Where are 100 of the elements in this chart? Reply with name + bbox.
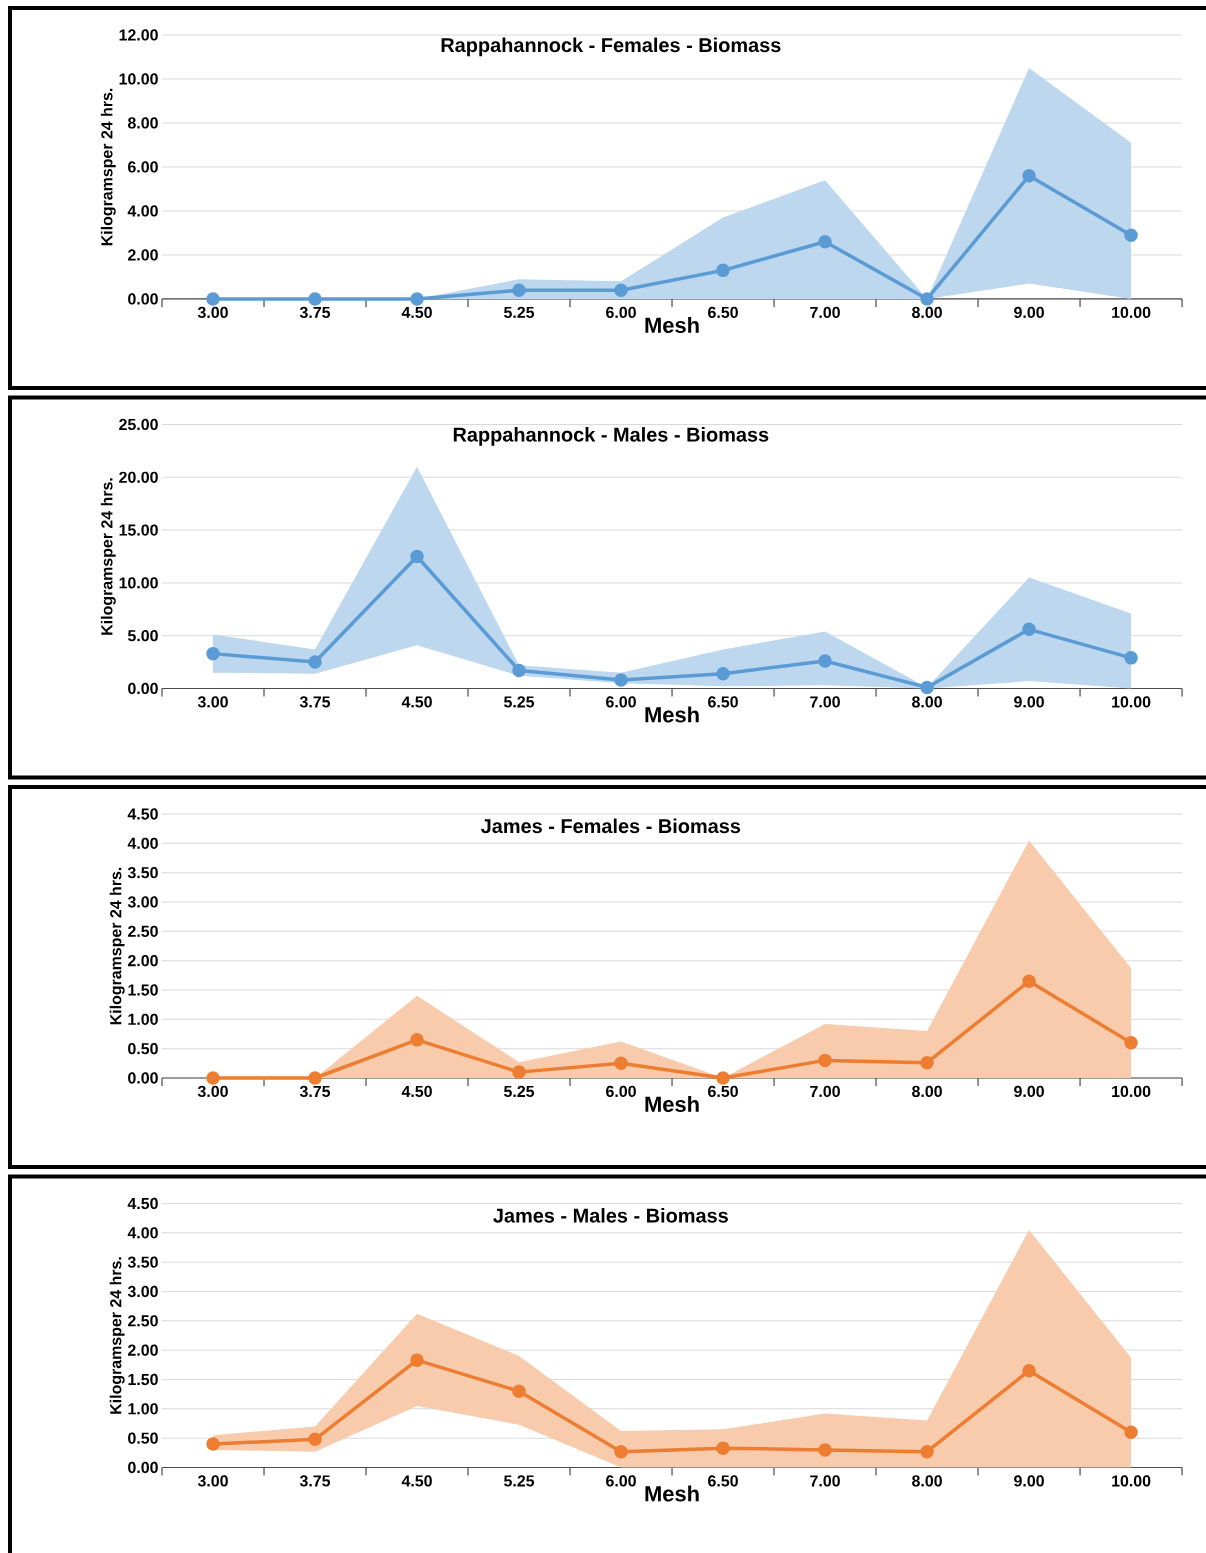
- point: [206, 1437, 220, 1451]
- x-axis-title: Mesh: [645, 1485, 699, 1502]
- point: [818, 1053, 832, 1068]
- y-tick-label: 8.00: [127, 117, 158, 129]
- y-tick-label: 2.00: [128, 1344, 158, 1356]
- y-tick-label: 0.00: [128, 1461, 158, 1474]
- x-tick-label: 5.25: [504, 306, 535, 319]
- x-tick-label: 7.00: [810, 696, 840, 708]
- y-tick-label: 4.00: [127, 205, 158, 217]
- x-tick-label: 4.50: [401, 306, 432, 319]
- y-tick-label: 10.00: [119, 73, 158, 85]
- x-tick-label: 6.00: [606, 696, 636, 708]
- y-axis-title: Kilogramsper 24 hrs.: [100, 478, 116, 635]
- point: [206, 292, 220, 306]
- x-tick-label: 3.00: [197, 306, 228, 319]
- y-axis-title: Kilogramsper 24 hrs.: [109, 1257, 125, 1414]
- y-tick-label: 3.50: [127, 1256, 158, 1268]
- y-tick-label: 1.00: [128, 1403, 158, 1415]
- point: [410, 292, 424, 306]
- x-tick-label: 3.00: [197, 696, 228, 708]
- point: [308, 1432, 322, 1447]
- x-tick-label: 9.00: [1014, 1475, 1044, 1487]
- point: [818, 1443, 832, 1457]
- y-tick-label: 4.50: [127, 808, 158, 820]
- point: [614, 673, 628, 687]
- point: [512, 1065, 526, 1079]
- y-axis-title: Kilogramsper 24 hrs.: [100, 88, 116, 246]
- point: [512, 663, 526, 678]
- point: [410, 549, 424, 564]
- y-tick-label: 3.00: [127, 896, 158, 908]
- point: [920, 1444, 934, 1459]
- y-tick-label: 5.00: [127, 630, 158, 642]
- point: [1022, 974, 1036, 988]
- point: [818, 654, 832, 668]
- y-tick-label: 2.50: [128, 1315, 158, 1327]
- x-tick-label: 7.00: [810, 306, 840, 319]
- x-tick-label: 10.00: [1112, 1475, 1151, 1487]
- y-tick-label: 4.00: [127, 1227, 158, 1239]
- x-tick-label: 4.50: [401, 1475, 432, 1487]
- y-tick-label: 2.00: [128, 249, 158, 261]
- point: [920, 292, 934, 306]
- y-tick-label: 1.50: [128, 1373, 158, 1386]
- point: [1124, 1036, 1138, 1050]
- point: [614, 1056, 628, 1071]
- point: [818, 235, 832, 249]
- y-tick-label: 20.00: [119, 471, 158, 483]
- point: [410, 1353, 424, 1367]
- y-tick-label: 4.00: [127, 837, 158, 849]
- x-tick-label: 6.50: [708, 696, 738, 708]
- x-tick-label: 5.25: [504, 696, 535, 708]
- x-tick-label: 7.00: [810, 1475, 840, 1487]
- y-tick-label: 0.00: [128, 1072, 158, 1084]
- x-tick-label: 9.00: [1014, 1085, 1044, 1098]
- x-tick-label: 3.00: [197, 1085, 228, 1098]
- x-tick-label: 8.00: [912, 1475, 942, 1487]
- x-tick-label: 10.00: [1112, 306, 1151, 319]
- x-tick-label: 7.00: [810, 1085, 840, 1098]
- x-tick-label: 5.25: [504, 1085, 535, 1098]
- point: [716, 1071, 730, 1085]
- x-tick-label: 8.00: [912, 306, 942, 319]
- point: [1124, 651, 1138, 665]
- x-tick-label: 4.50: [401, 696, 432, 708]
- y-tick-label: 3.50: [127, 867, 158, 879]
- x-tick-label: 3.75: [299, 306, 331, 319]
- y-tick-label: 1.00: [128, 1013, 158, 1025]
- point: [1022, 1363, 1036, 1378]
- point: [1022, 169, 1036, 183]
- x-tick-label: 3.00: [197, 1475, 228, 1487]
- point: [614, 283, 628, 297]
- point: [308, 655, 322, 669]
- y-tick-label: 15.00: [119, 524, 158, 536]
- y-tick-label: 2.00: [128, 955, 158, 967]
- y-tick-label: 3.00: [127, 1285, 158, 1298]
- chart-title: James - Females - Biomass: [480, 818, 741, 834]
- point: [1022, 622, 1036, 637]
- x-tick-label: 6.50: [708, 306, 738, 319]
- y-tick-label: 0.00: [128, 293, 158, 305]
- y-tick-label: 2.50: [128, 925, 158, 937]
- x-tick-label: 9.00: [1014, 306, 1044, 319]
- x-tick-label: 3.75: [299, 696, 331, 708]
- x-tick-label: 4.50: [401, 1085, 432, 1098]
- chart-title: Rappahannock - Males - Biomass: [453, 427, 769, 446]
- x-tick-label: 6.00: [606, 306, 636, 319]
- y-tick-label: 0.00: [128, 682, 158, 695]
- point: [614, 1444, 628, 1459]
- x-tick-label: 6.00: [606, 1475, 636, 1487]
- x-tick-label: 5.25: [504, 1475, 535, 1487]
- point: [308, 292, 322, 306]
- point: [716, 666, 730, 681]
- y-tick-label: 1.50: [128, 984, 158, 996]
- y-axis-title: Kilogramsper 24 hrs.: [109, 867, 125, 1025]
- point: [1124, 228, 1138, 242]
- y-tick-label: 4.50: [127, 1197, 158, 1210]
- point: [716, 1441, 730, 1455]
- x-tick-label: 9.00: [1014, 696, 1044, 708]
- point: [920, 1055, 934, 1070]
- point: [920, 680, 934, 695]
- x-tick-label: 6.00: [606, 1085, 636, 1098]
- y-tick-label: 6.00: [128, 161, 158, 173]
- x-tick-label: 8.00: [912, 696, 942, 708]
